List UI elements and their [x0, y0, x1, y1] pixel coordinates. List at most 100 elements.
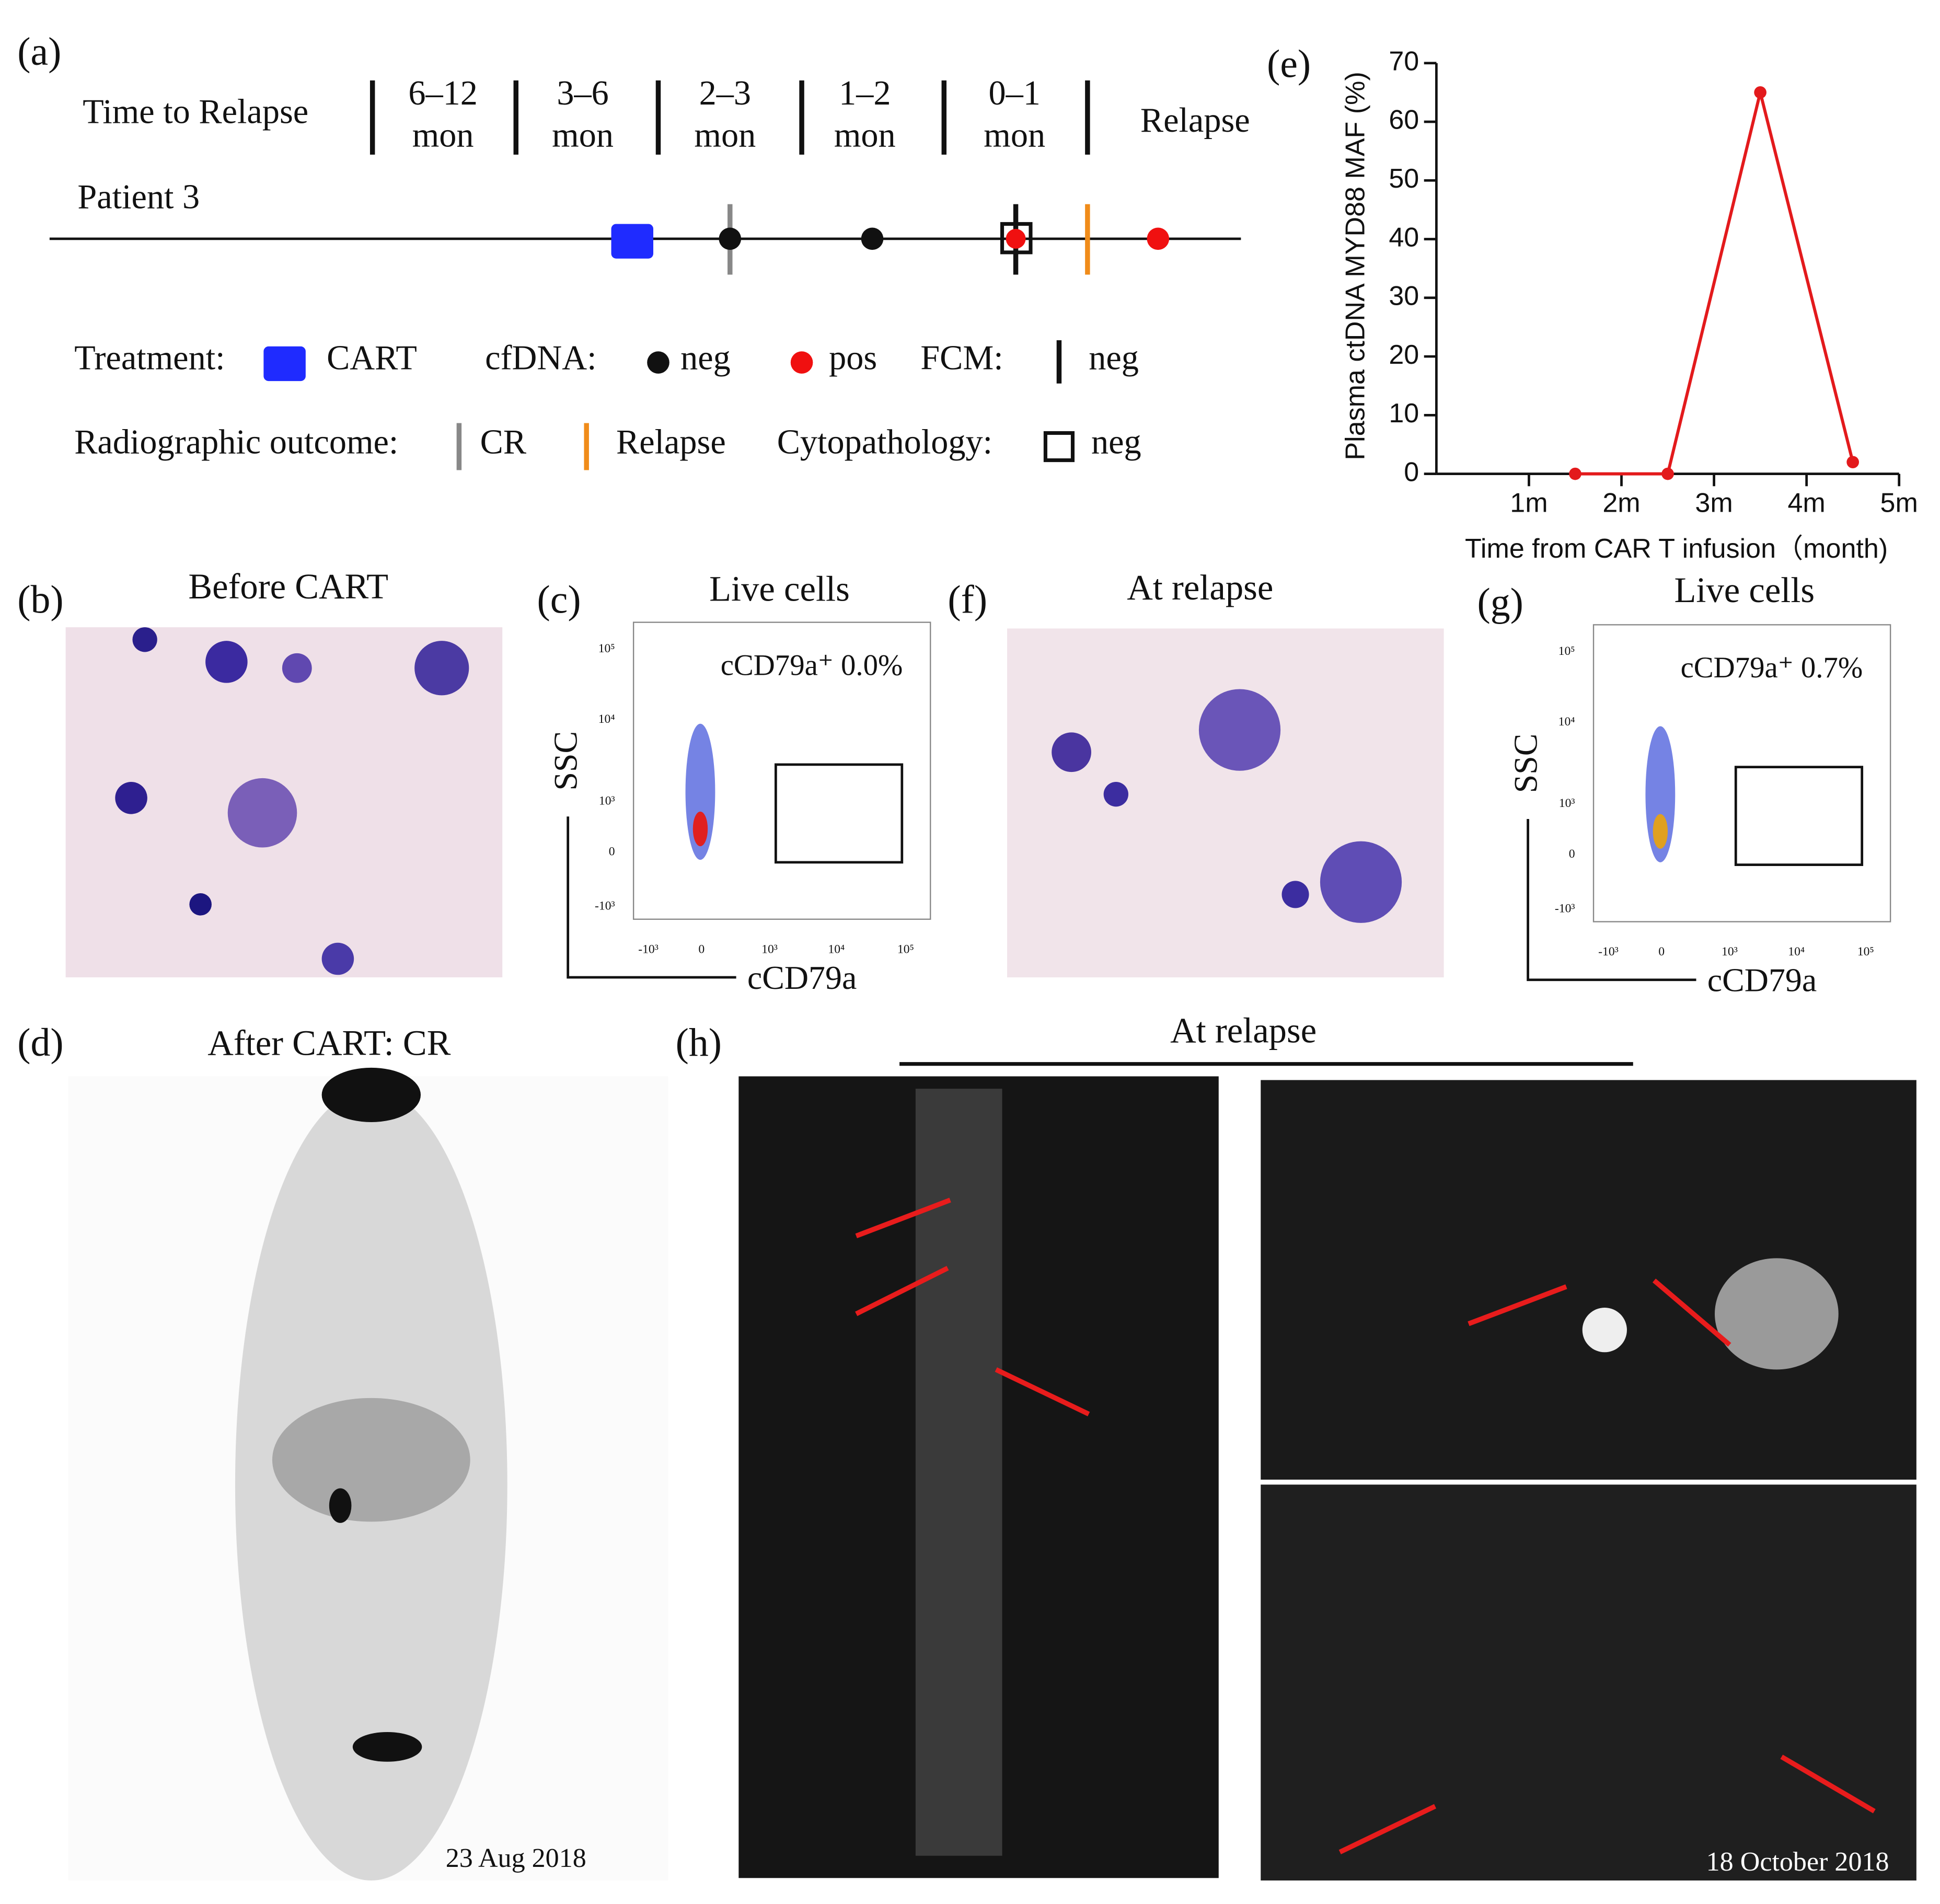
panel-label: (g) — [1477, 581, 1523, 624]
y-tick-label: 60 — [1389, 105, 1419, 135]
interval-label: 1–2 — [839, 74, 891, 112]
legend-label: pos — [829, 339, 877, 377]
cell-population — [692, 811, 708, 847]
panel-title: At relapse — [1127, 568, 1273, 607]
plot-frame — [1592, 624, 1891, 922]
tick-label: 10⁵ — [1558, 644, 1575, 658]
y-tick-label: 70 — [1389, 46, 1419, 76]
tick-label: 0 — [609, 845, 615, 858]
legend-label: neg — [1089, 339, 1139, 377]
interval-label: 0–1 — [989, 74, 1041, 112]
panel-label: (e) — [1267, 43, 1311, 86]
data-point — [1661, 467, 1674, 480]
data-line — [1575, 92, 1855, 476]
panel-title: At relapse — [1170, 1011, 1317, 1051]
tick-label: 10³ — [1722, 945, 1738, 959]
tick-label: 10⁵ — [598, 642, 615, 655]
legend-symbols — [263, 340, 1075, 470]
cell-population — [1653, 814, 1668, 849]
x-tick-label: 5m — [1880, 488, 1918, 518]
panel-label: (f) — [948, 579, 987, 622]
x-tick-label: 2m — [1602, 488, 1640, 518]
mri — [738, 1076, 1916, 1881]
gate-label: cCD79a⁺ 0.7% — [1681, 651, 1863, 684]
tick-label: 10³ — [1559, 797, 1575, 810]
y-axis-label: Plasma ctDNA MYD88 MAF (%) — [1341, 72, 1371, 460]
legend-label: neg — [680, 339, 731, 377]
axis-label: cCD79a — [747, 959, 857, 996]
pet-scan — [68, 1067, 668, 1881]
panel-title: After CART: CR — [207, 1023, 451, 1063]
legend-label: CART — [327, 339, 417, 377]
y-tick-label: 30 — [1389, 281, 1419, 311]
patient-label: Patient 3 — [77, 178, 200, 216]
axis-label: SSC — [1507, 734, 1544, 793]
interval-label: 2–3 — [699, 74, 751, 112]
y-tick-label: 40 — [1389, 222, 1419, 252]
tick-label: -10³ — [1598, 945, 1619, 959]
date-label: 18 October 2018 — [1706, 1847, 1889, 1877]
interval-label: mon — [984, 116, 1045, 154]
interval-label: mon — [834, 116, 896, 154]
panel-label: (h) — [676, 1021, 722, 1065]
tick-label: 10⁴ — [828, 942, 845, 956]
interval-label: 6–12 — [408, 74, 478, 112]
panel-label: (d) — [17, 1021, 63, 1065]
cell-population — [685, 723, 715, 860]
data-point — [1569, 467, 1581, 480]
x-tick-label: 4m — [1787, 488, 1825, 518]
gate — [1734, 766, 1864, 866]
tick-label: 0 — [1658, 945, 1665, 959]
plot-frame — [632, 621, 931, 920]
interval-label: mon — [552, 116, 614, 154]
legend-label: FCM: — [920, 339, 1003, 377]
legend-label: CR — [480, 423, 527, 461]
axis-arrows — [567, 816, 736, 979]
tick-label: -10³ — [1555, 902, 1575, 915]
legend-label: neg — [1091, 423, 1141, 461]
gate — [774, 763, 904, 864]
tick-label: 10⁴ — [1558, 715, 1575, 729]
tick-label: 0 — [698, 942, 705, 956]
panel-title: Live cells — [709, 569, 850, 609]
axis-label: cCD79a — [1707, 962, 1817, 999]
tick-label: 10³ — [761, 942, 778, 956]
x-tick-label: 1m — [1510, 488, 1548, 518]
y-tick-label: 10 — [1389, 398, 1419, 429]
data-point — [1846, 456, 1860, 468]
x-tick-label: 3m — [1695, 488, 1733, 518]
tick-label: -10³ — [638, 942, 659, 956]
legend-label: cfDNA: — [485, 339, 596, 377]
gate-label: cCD79a⁺ 0.0% — [721, 649, 903, 682]
tick-label: 10⁵ — [1857, 945, 1874, 959]
tick-label: 10³ — [599, 794, 615, 807]
axis-label: SSC — [547, 731, 584, 791]
y-tick-label: 20 — [1389, 340, 1419, 370]
panel-label: (b) — [17, 579, 63, 622]
legend-label: Radiographic outcome: — [74, 423, 398, 461]
panel-label: (c) — [537, 579, 581, 622]
cell-population — [1645, 726, 1676, 862]
tick-label: 10⁴ — [598, 712, 615, 726]
axis-arrows — [1527, 819, 1696, 982]
interval-label: Relapse — [1140, 101, 1250, 140]
micrograph-f — [1007, 628, 1444, 978]
y-tick-label: 0 — [1404, 457, 1419, 487]
tick-label: 0 — [1569, 847, 1575, 861]
y-tick-label: 50 — [1389, 164, 1419, 194]
x-axis-label: Time from CAR T infusion（month) — [1465, 534, 1888, 564]
interval-label: mon — [412, 116, 474, 154]
micrograph-b — [65, 627, 503, 978]
tick-label: 10⁵ — [897, 942, 914, 956]
panel-title: Live cells — [1674, 570, 1815, 610]
legend-label: Treatment: — [74, 339, 225, 377]
legend-label: Relapse — [616, 423, 726, 461]
legend-label: Cytopathology: — [777, 423, 992, 461]
panel-label: (a) — [17, 30, 61, 74]
interval-label: mon — [694, 116, 756, 154]
data-point — [1754, 86, 1766, 99]
interval-label: 3–6 — [557, 74, 608, 112]
row-label: Time to Relapse — [83, 93, 308, 131]
timeline-markers — [611, 204, 1170, 275]
